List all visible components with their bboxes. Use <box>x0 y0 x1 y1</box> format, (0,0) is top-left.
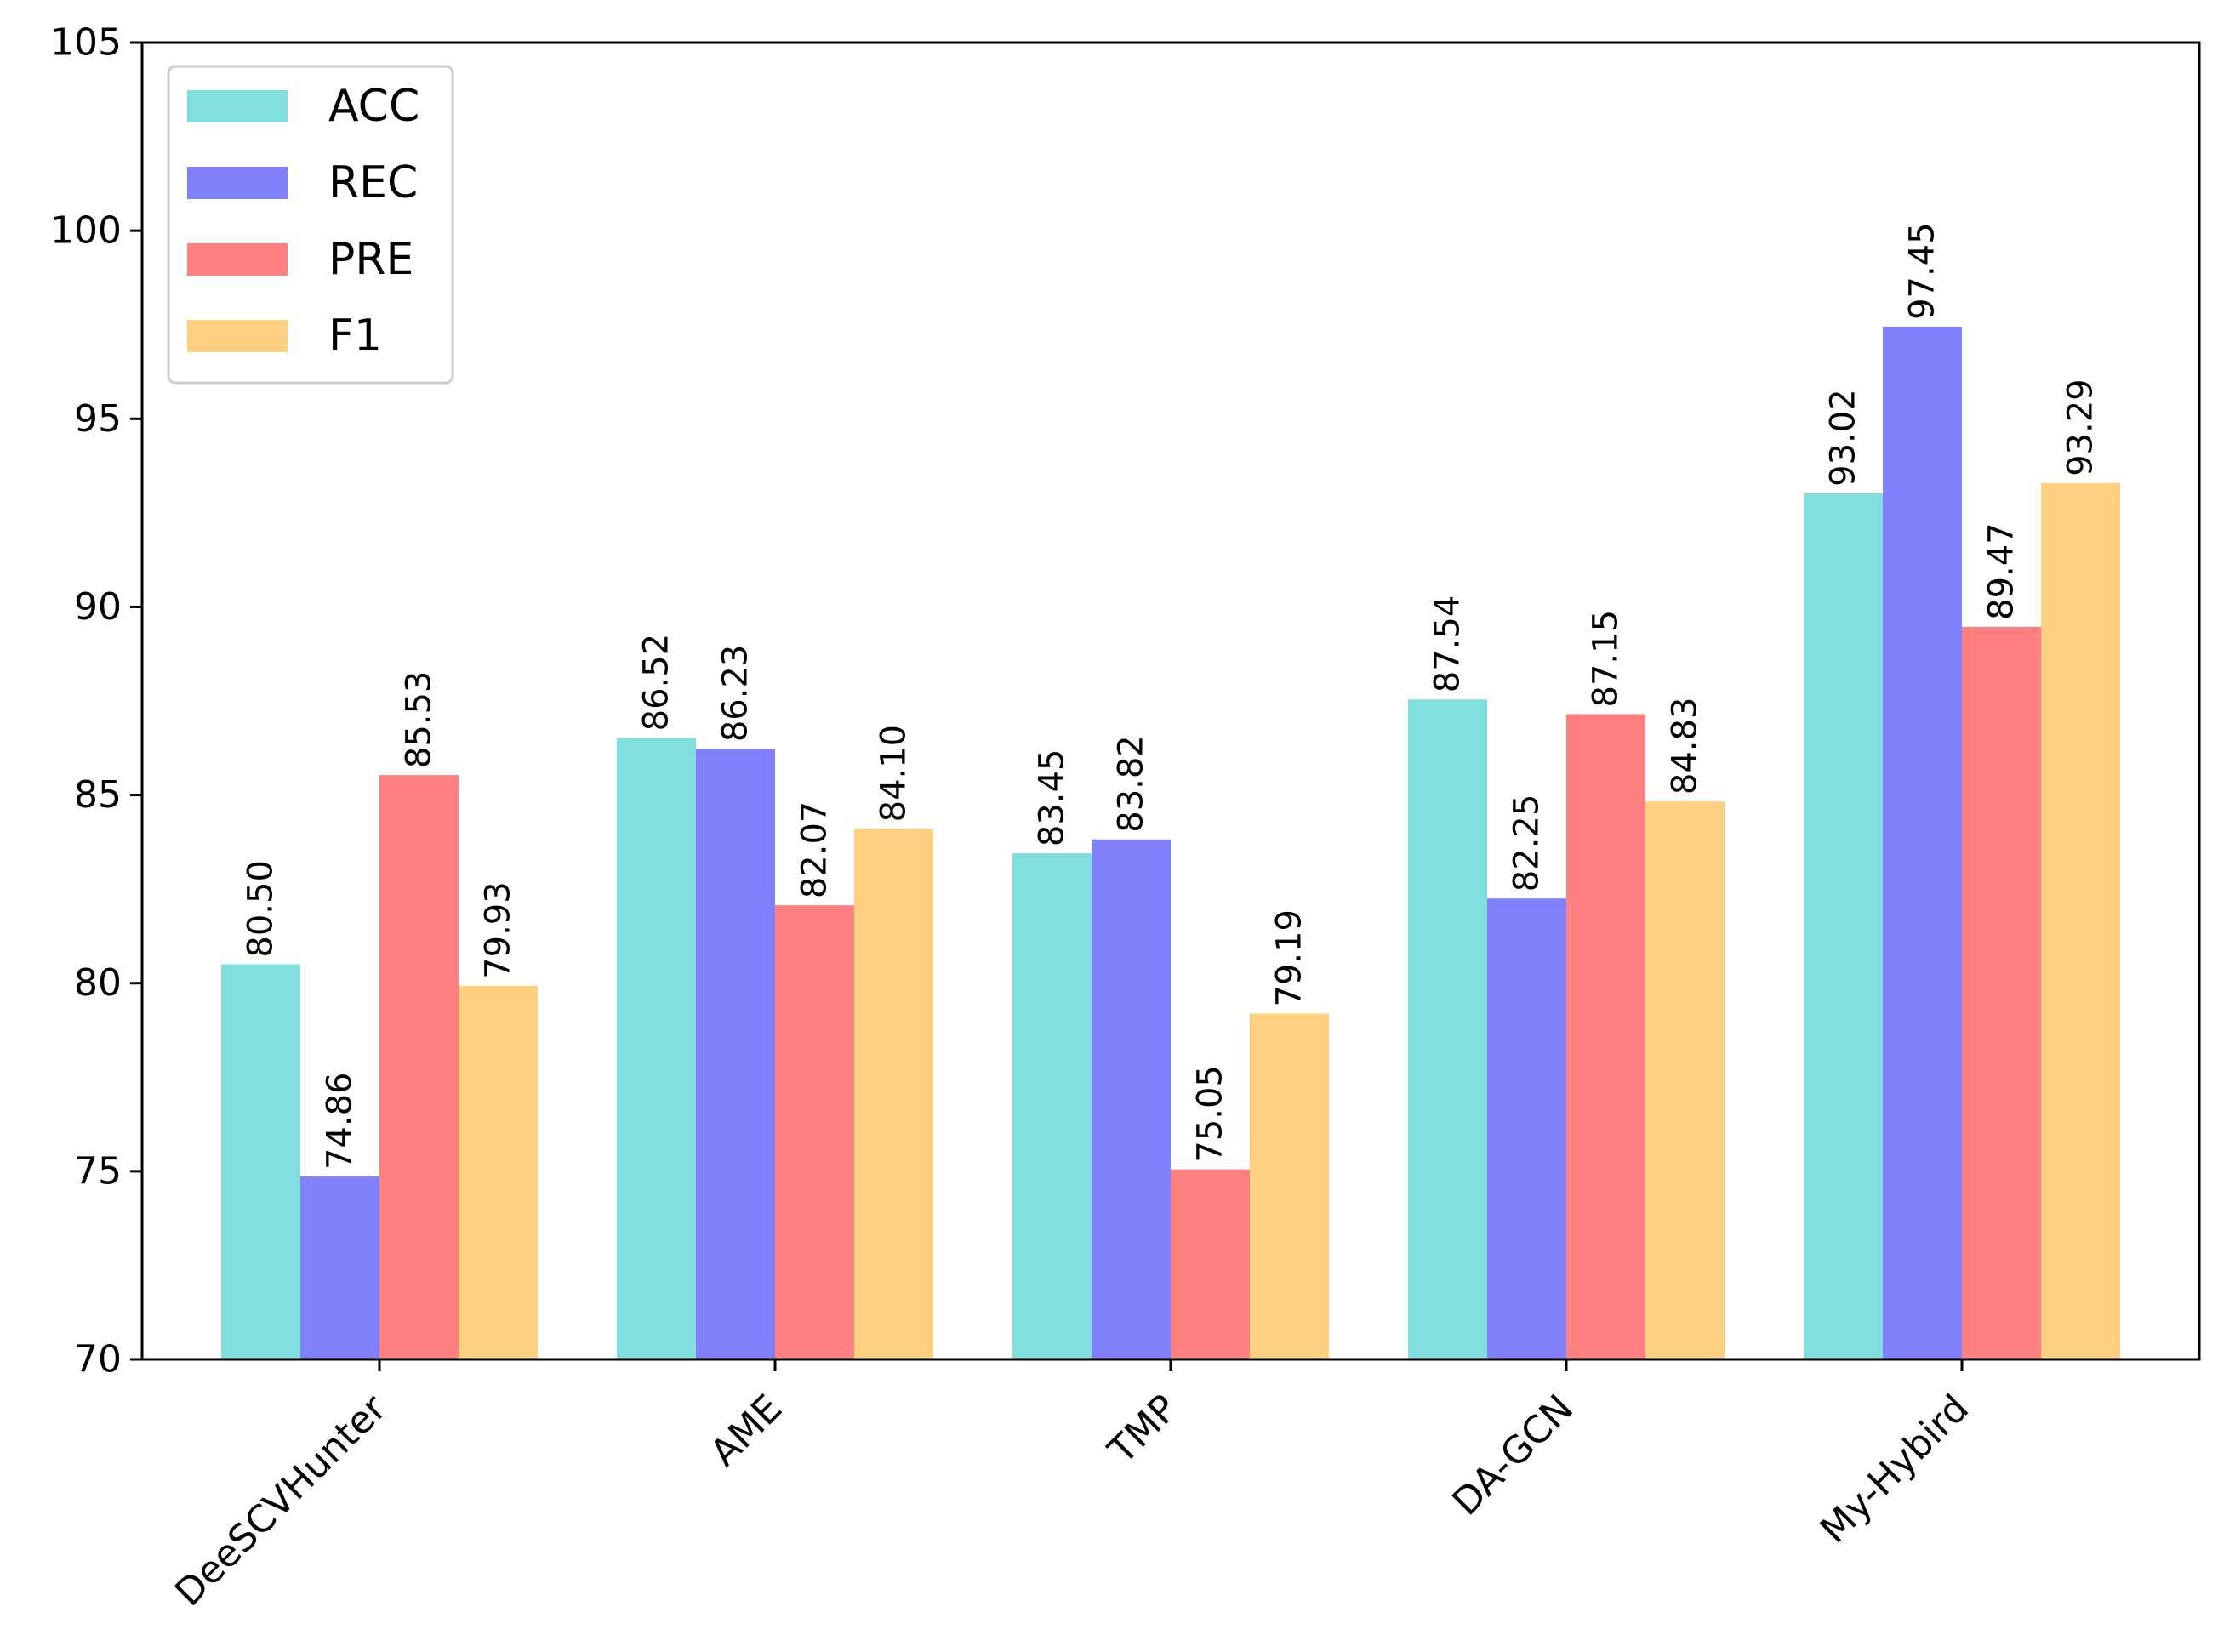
bar-acc-3 <box>1408 699 1487 1359</box>
bar-label-f1-2: 79.19 <box>1270 909 1309 1007</box>
y-tick-label-4: 90 <box>74 585 122 629</box>
bar-label-rec-3: 82.25 <box>1508 795 1547 892</box>
bar-label-pre-3: 87.15 <box>1587 610 1626 708</box>
bar-acc-0 <box>221 964 300 1359</box>
legend-swatch-acc <box>187 90 288 122</box>
bar-label-pre-1: 82.07 <box>795 801 835 899</box>
legend-label-rec: REC <box>328 157 418 208</box>
bar-labels-layer: 80.50 86.52 83.45 87.54 93.02 74.86 86.23 83.82… <box>242 222 2101 1170</box>
bar-rec-4 <box>1883 326 1962 1359</box>
bar-acc-4 <box>1804 493 1883 1359</box>
bar-pre-4 <box>1962 626 2041 1359</box>
legend-swatch-rec <box>187 167 288 199</box>
bar-pre-0 <box>379 775 459 1359</box>
bar-rec-2 <box>1092 839 1171 1359</box>
bar-pre-2 <box>1171 1169 1250 1359</box>
y-tick-label-2: 80 <box>74 961 122 1005</box>
legend-label-acc: ACC <box>328 81 419 132</box>
bar-label-rec-0: 74.86 <box>321 1073 360 1171</box>
bar-f1-0 <box>459 985 538 1359</box>
bar-label-rec-4: 97.45 <box>1903 222 1942 320</box>
bar-f1-4 <box>2041 482 2120 1360</box>
bar-f1-2 <box>1250 1013 1329 1359</box>
y-tick-label-6: 100 <box>50 209 122 253</box>
y-tick-label-0: 70 <box>74 1338 122 1381</box>
legend-box <box>167 65 454 385</box>
bar-acc-2 <box>1012 853 1092 1359</box>
bar-label-acc-2: 83.45 <box>1033 749 1072 847</box>
bar-label-f1-3: 84.83 <box>1666 698 1705 795</box>
bar-label-rec-2: 83.82 <box>1112 735 1151 833</box>
legend-label-pre: PRE <box>328 234 413 285</box>
bar-rec-1 <box>696 749 775 1359</box>
legend-swatch-pre <box>187 243 288 276</box>
legend-label-f1: F1 <box>328 310 382 362</box>
bar-label-pre-2: 75.05 <box>1191 1065 1230 1163</box>
legend-swatch-f1 <box>187 320 288 352</box>
bar-label-acc-4: 93.02 <box>1824 389 1863 487</box>
bar-label-f1-1: 84.10 <box>875 725 914 823</box>
bar-rec-3 <box>1487 898 1566 1359</box>
y-tick-label-7: 105 <box>50 21 122 65</box>
bar-label-f1-4: 93.29 <box>2061 379 2101 476</box>
y-tick-label-3: 85 <box>74 773 122 817</box>
bar-label-f1-0: 79.93 <box>479 881 518 979</box>
bar-f1-1 <box>854 829 933 1359</box>
bars-layer <box>221 326 2120 1360</box>
bar-label-acc-3: 87.54 <box>1428 595 1468 693</box>
bar-pre-1 <box>775 905 854 1359</box>
legend: ACC REC PRE F1 <box>167 65 454 385</box>
y-axis: 70 75 80 85 90 95 100 105 <box>50 21 142 1381</box>
bar-acc-1 <box>617 738 696 1359</box>
bar-label-acc-1: 86.52 <box>637 634 676 732</box>
y-tick-label-5: 95 <box>74 397 122 441</box>
bar-label-pre-4: 89.47 <box>1982 522 2021 620</box>
bar-f1-3 <box>1645 801 1725 1359</box>
y-tick-label-1: 75 <box>74 1149 122 1193</box>
bar-label-acc-0: 80.50 <box>242 860 281 958</box>
bar-label-pre-0: 85.53 <box>400 671 439 769</box>
bar-rec-0 <box>300 1176 379 1359</box>
bar-pre-3 <box>1566 714 1645 1359</box>
bar-label-rec-1: 86.23 <box>716 645 755 743</box>
